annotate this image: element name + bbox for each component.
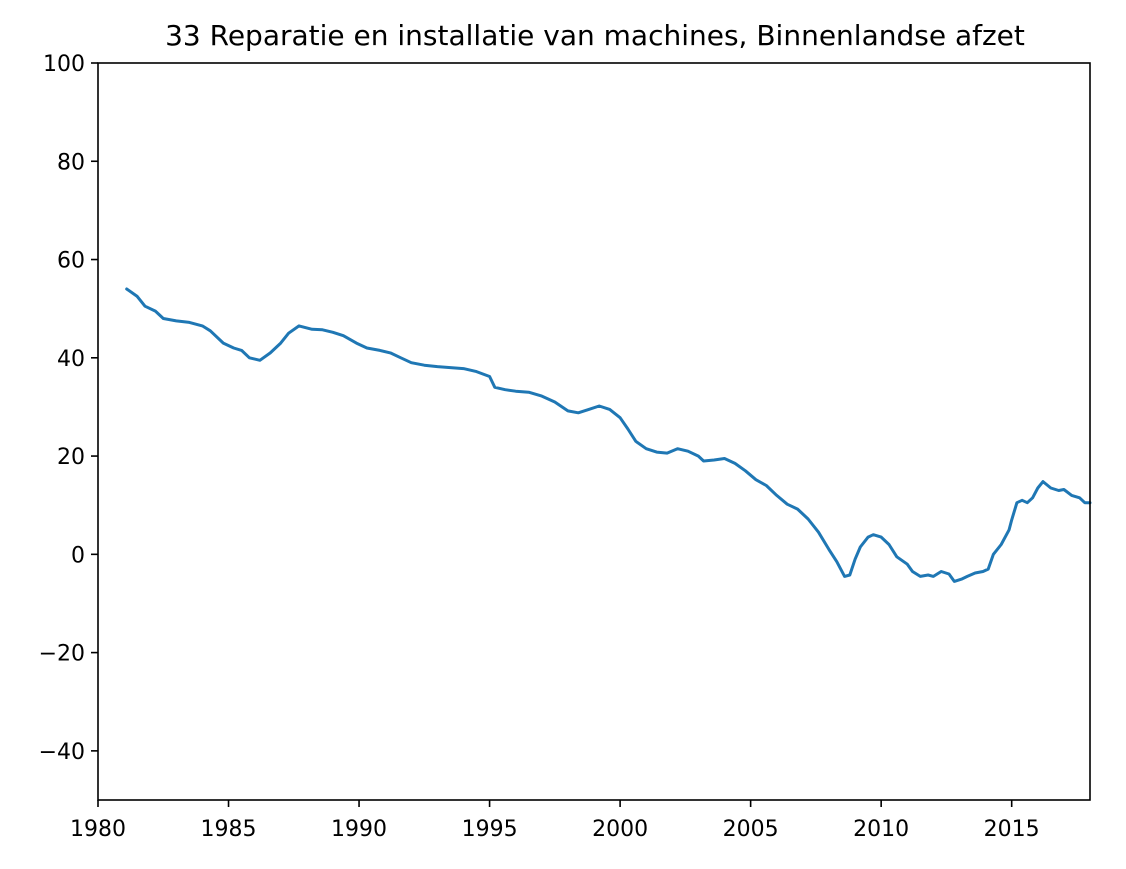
y-tick-label: −20 [39, 642, 85, 667]
x-axis: 1980 1985 1990 1995 2000 2005 2010 2015 [70, 800, 1040, 842]
plot-area [97, 62, 1092, 801]
x-tick-label: 2015 [984, 817, 1040, 842]
y-tick-label: 60 [57, 249, 85, 274]
plot-frame [97, 62, 1091, 801]
x-tick-label: 1990 [331, 817, 387, 842]
x-tick-label: 1980 [70, 817, 126, 842]
x-tick-label: 2005 [723, 817, 779, 842]
y-axis: −40 −20 0 20 40 60 80 100 [39, 52, 98, 765]
y-tick-label: 100 [43, 52, 85, 77]
x-tick-label: 2010 [853, 817, 909, 842]
y-tick-label: 0 [71, 543, 85, 568]
x-tick-label: 1985 [201, 817, 257, 842]
x-tick-label: 2000 [592, 817, 648, 842]
y-tick-label: 80 [57, 150, 85, 175]
y-tick-label: −40 [39, 740, 85, 765]
series-line-0 [125, 287, 1092, 583]
y-tick-label: 40 [57, 347, 85, 372]
y-tick-label: 20 [57, 445, 85, 470]
x-tick-label: 1995 [462, 817, 518, 842]
chart-title: 33 Reparatie en installatie van machines… [165, 19, 1025, 52]
